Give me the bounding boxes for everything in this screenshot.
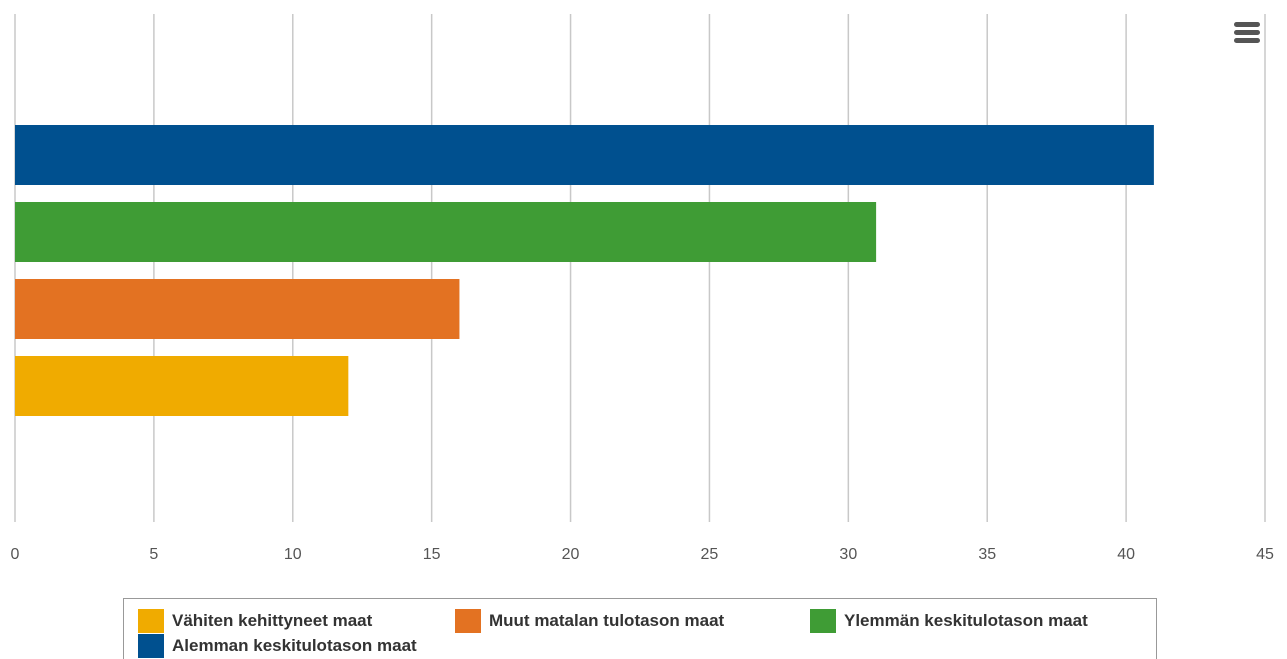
bar[interactable] bbox=[15, 356, 348, 416]
x-tick-label: 20 bbox=[562, 546, 580, 563]
x-tick-label: 5 bbox=[149, 546, 158, 563]
legend-swatch bbox=[455, 609, 481, 633]
x-tick-label: 0 bbox=[11, 546, 20, 563]
legend-label: Alemman keskitulotason maat bbox=[172, 636, 417, 656]
legend-swatch bbox=[138, 634, 164, 658]
x-tick-label: 35 bbox=[978, 546, 996, 563]
legend-swatch bbox=[810, 609, 836, 633]
x-tick-label: 15 bbox=[423, 546, 441, 563]
legend-label: Ylemmän keskitulotason maat bbox=[844, 611, 1088, 631]
hamburger-menu-icon bbox=[1234, 22, 1260, 27]
chart-legend: Vähiten kehittyneet maat Muut matalan tu… bbox=[123, 598, 1157, 659]
x-tick-label: 30 bbox=[839, 546, 857, 563]
legend-swatch bbox=[138, 609, 164, 633]
x-tick-label: 25 bbox=[701, 546, 719, 563]
bar[interactable] bbox=[15, 125, 1154, 185]
bar[interactable] bbox=[15, 279, 459, 339]
legend-item[interactable]: Vähiten kehittyneet maat bbox=[138, 609, 372, 633]
bar[interactable] bbox=[15, 202, 876, 262]
legend-item[interactable]: Alemman keskitulotason maat bbox=[138, 634, 417, 658]
legend-label: Vähiten kehittyneet maat bbox=[172, 611, 372, 631]
x-tick-label: 10 bbox=[284, 546, 302, 563]
legend-item[interactable]: Muut matalan tulotason maat bbox=[455, 609, 724, 633]
bar-chart: 0 5 10 15 20 25 30 35 40 45 bbox=[0, 0, 1287, 600]
x-tick-label: 45 bbox=[1256, 546, 1274, 563]
x-tick-label: 40 bbox=[1117, 546, 1135, 563]
chart-menu-button[interactable] bbox=[1230, 18, 1264, 50]
legend-item[interactable]: Ylemmän keskitulotason maat bbox=[810, 609, 1088, 633]
legend-label: Muut matalan tulotason maat bbox=[489, 611, 724, 631]
